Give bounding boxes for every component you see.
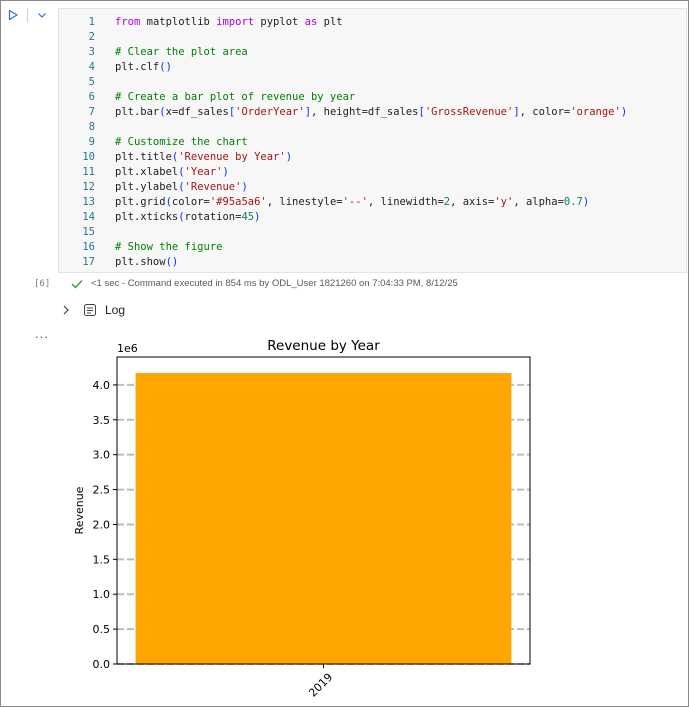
- code-text: plt.ylabel('Revenue'): [115, 181, 248, 193]
- line-number: 13: [82, 196, 95, 208]
- play-icon: [8, 9, 18, 21]
- code-line: 9 # Customize the chart: [59, 135, 627, 150]
- code-lines: 1 from matplotlib import pyplot as plt 2 3 #…: [59, 15, 627, 270]
- line-number: 14: [82, 211, 95, 223]
- log-toggle[interactable]: Log: [61, 303, 125, 317]
- line-number: 17: [82, 256, 95, 268]
- code-line: 12 plt.ylabel('Revenue'): [59, 180, 627, 195]
- y-tick-label: 1.0: [93, 588, 111, 601]
- code-text: plt.grid(color='#95a5a6', linestyle='--'…: [115, 196, 590, 208]
- code-line: 14 plt.xticks(rotation=45): [59, 210, 627, 225]
- code-text: plt.show(): [115, 256, 179, 268]
- chevron-down-icon: [38, 13, 46, 18]
- line-number: 4: [88, 61, 95, 73]
- code-text: plt.xlabel('Year'): [115, 166, 229, 178]
- y-tick-label: 0.0: [93, 658, 111, 671]
- output-more-actions[interactable]: ...: [35, 326, 49, 341]
- code-line: 17 plt.show(): [59, 255, 627, 270]
- code-text: # Clear the plot area: [115, 46, 248, 58]
- code-line: 2: [59, 30, 627, 45]
- code-text: # Create a bar plot of revenue by year: [115, 91, 356, 103]
- line-number: 6: [88, 91, 95, 103]
- x-tick-label: 2019: [306, 671, 335, 700]
- bar-2019: [135, 373, 512, 664]
- y-tick-label: 2.5: [93, 484, 111, 497]
- code-line: 10 plt.title('Revenue by Year'): [59, 150, 627, 165]
- toolbar-divider: [27, 8, 28, 22]
- log-label: Log: [105, 303, 126, 317]
- line-number: 1: [88, 16, 95, 28]
- run-cell-button[interactable]: [5, 7, 21, 23]
- chevron-right-icon: [63, 305, 69, 315]
- y-tick-label: 0.5: [93, 623, 111, 636]
- line-number: 16: [82, 241, 95, 253]
- line-number: 15: [82, 226, 95, 238]
- cell-toolbar: [5, 7, 50, 23]
- line-number: 12: [82, 181, 95, 193]
- y-offset-label: 1e6: [117, 342, 138, 355]
- code-line: 11 plt.xlabel('Year'): [59, 165, 627, 180]
- code-line: 7 plt.bar(x=df_sales['OrderYear'], height…: [59, 105, 627, 120]
- code-text: # Show the figure: [115, 241, 223, 253]
- code-line: 3 # Clear the plot area: [59, 45, 627, 60]
- code-text: from matplotlib import pyplot as plt: [115, 16, 343, 28]
- status-text: <1 sec - Command executed in 854 ms by O…: [91, 278, 458, 289]
- code-text: # Customize the chart: [115, 136, 248, 148]
- log-icon: [84, 304, 96, 316]
- y-tick-label: 1.5: [93, 553, 111, 566]
- revenue-bar-chart: 0.0 0.5 1.0 1.5 2.0 2.5 3.0 3.5 4.0 2019 1e6 Revenu…: [73, 338, 531, 700]
- code-line: 4 plt.clf(): [59, 60, 627, 75]
- y-tick-label: 3.5: [93, 414, 111, 427]
- line-number: 2: [88, 31, 95, 43]
- line-number: 3: [88, 46, 95, 58]
- run-options-button[interactable]: [34, 7, 50, 23]
- y-tick-label: 3.0: [93, 449, 111, 462]
- code-text: plt.title('Revenue by Year'): [115, 151, 293, 163]
- code-line: 8: [59, 120, 627, 135]
- code-text: plt.clf(): [115, 61, 172, 73]
- code-line: 13 plt.grid(color='#95a5a6', linestyle='-…: [59, 195, 627, 210]
- code-text: plt.xticks(rotation=45): [115, 211, 261, 223]
- execution-status: <1 sec - Command executed in 854 ms by O…: [71, 278, 458, 289]
- execution-count: [6]: [34, 279, 51, 289]
- code-line: 1 from matplotlib import pyplot as plt: [59, 15, 627, 30]
- line-number: 8: [88, 121, 95, 133]
- checkmark-icon: [71, 279, 83, 289]
- line-number: 7: [88, 106, 95, 118]
- line-number: 10: [82, 151, 95, 163]
- code-line: 16 # Show the figure: [59, 240, 627, 255]
- code-text: plt.bar(x=df_sales['OrderYear'], height=…: [115, 106, 628, 118]
- y-tick-label: 2.0: [93, 518, 111, 531]
- y-axis-label: Revenue: [73, 486, 86, 534]
- code-line: 15: [59, 225, 627, 240]
- code-line: 5: [59, 75, 627, 90]
- chart-title: Revenue by Year: [267, 338, 380, 354]
- line-number: 9: [88, 136, 95, 148]
- code-line: 6 # Create a bar plot of revenue by year: [59, 90, 627, 105]
- y-tick-label: 4.0: [93, 379, 111, 392]
- line-number: 11: [82, 166, 95, 178]
- line-number: 5: [88, 76, 95, 88]
- code-cell-editor[interactable]: 1 from matplotlib import pyplot as plt 2 3 #…: [58, 8, 687, 273]
